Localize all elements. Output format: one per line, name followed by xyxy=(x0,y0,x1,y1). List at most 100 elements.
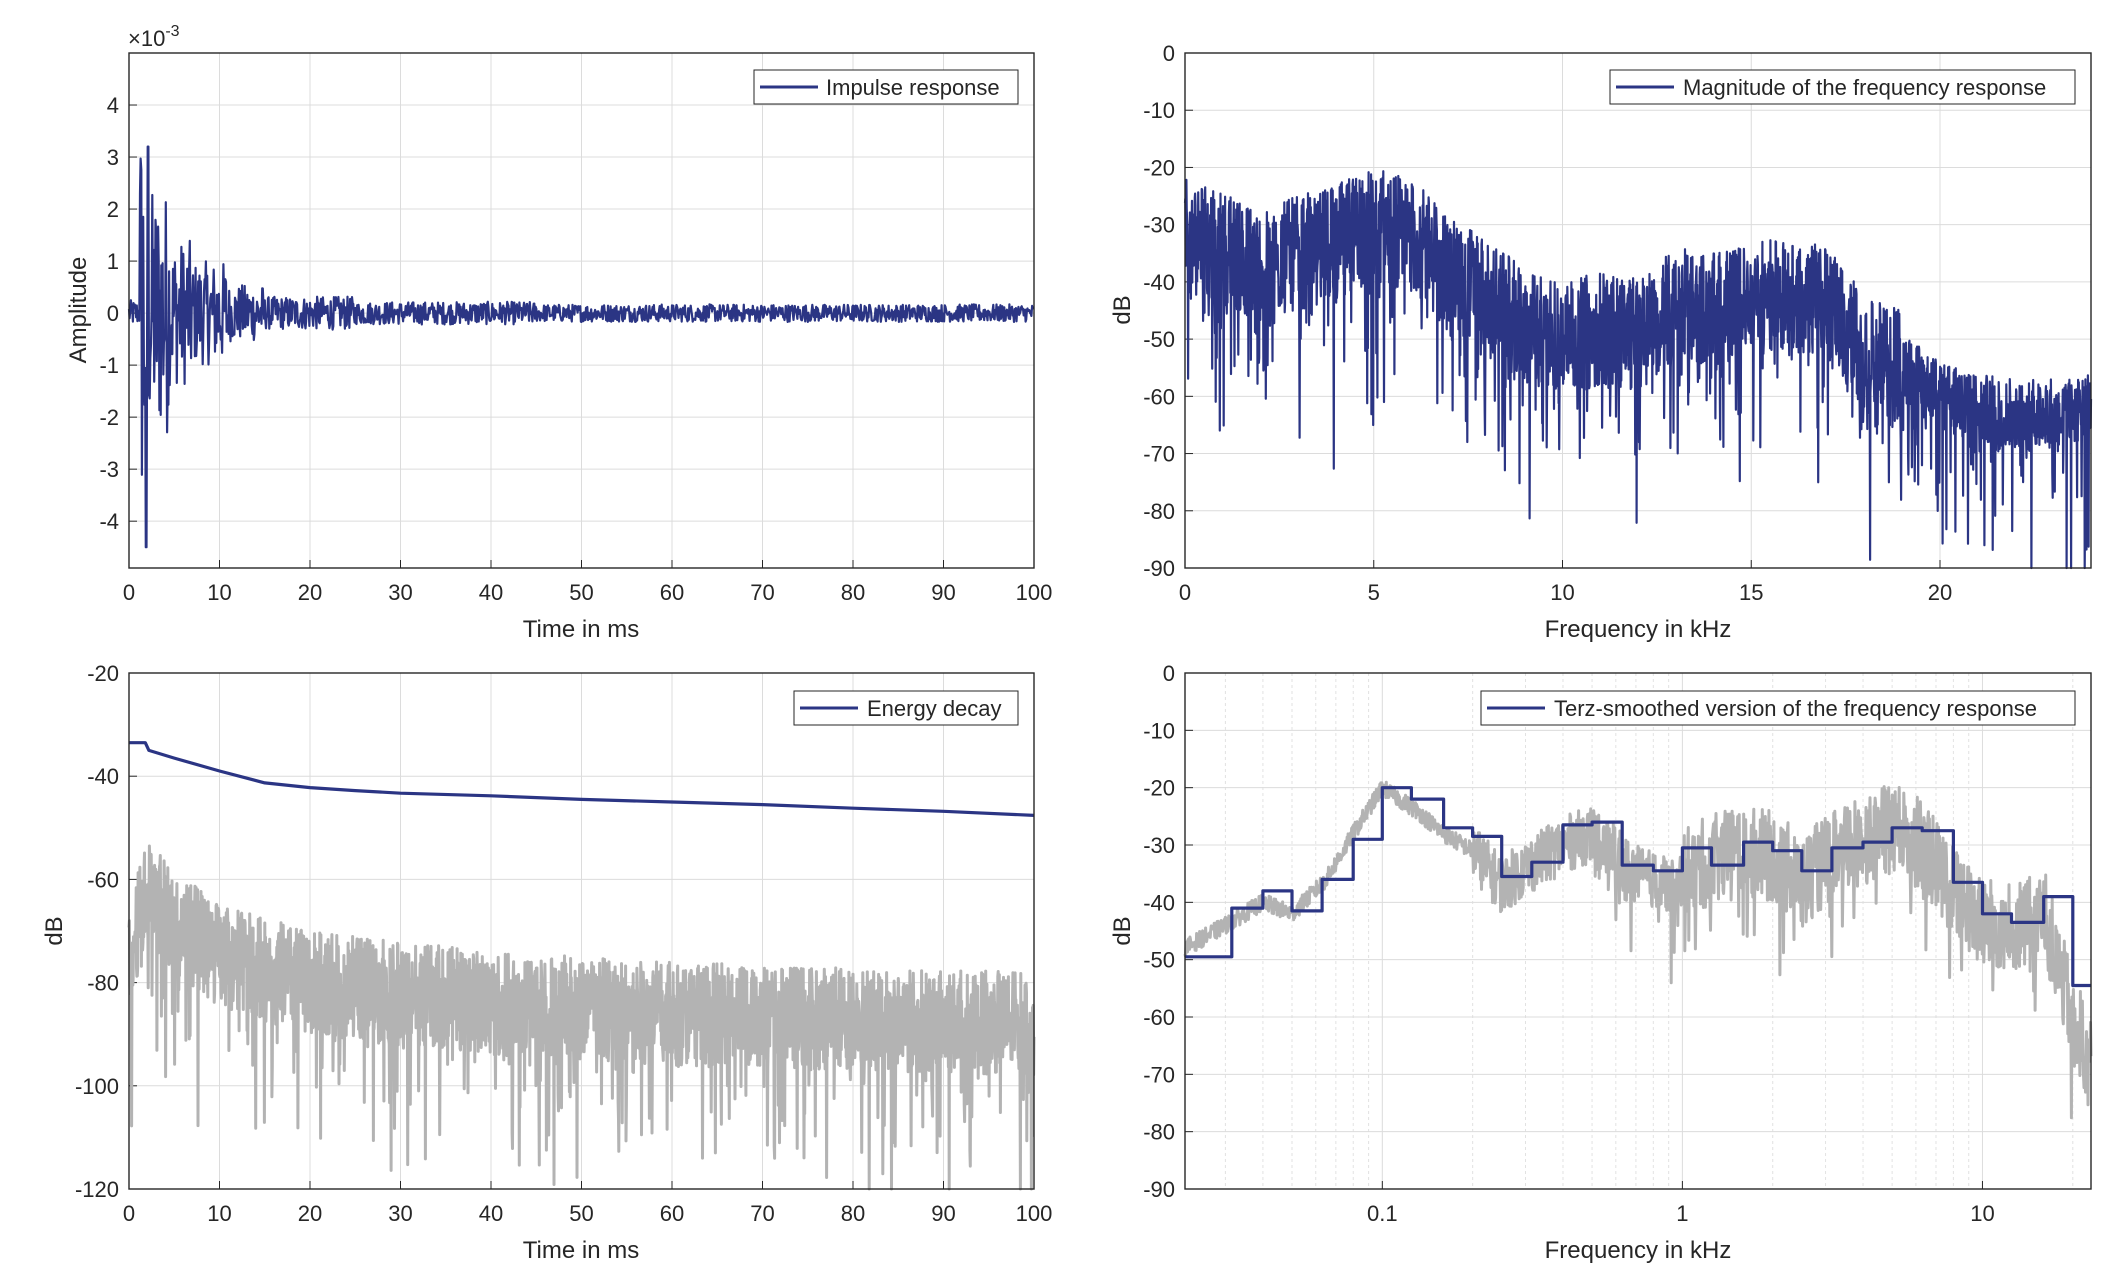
y-tick-label: -40 xyxy=(1143,890,1175,915)
y-tick-label: -50 xyxy=(1143,948,1175,973)
legend: Energy decay xyxy=(793,690,1019,726)
y-tick-label: 4 xyxy=(107,93,119,118)
x-tick-label: 15 xyxy=(1739,580,1763,605)
y-tick-label: -4 xyxy=(99,509,119,534)
y-tick-label: -80 xyxy=(1143,499,1175,524)
legend-label: Impulse response xyxy=(826,75,1000,100)
x-tick-labels: 0 10 20 30 40 50 60 70 80 90 100 xyxy=(123,1201,1052,1226)
x-tick-label: 30 xyxy=(388,1201,412,1226)
x-tick-label: 1 xyxy=(1676,1201,1688,1226)
y-tick-label: -70 xyxy=(1143,1062,1175,1087)
x-tick-label: 0 xyxy=(123,580,135,605)
legend-label: Magnitude of the frequency response xyxy=(1683,75,2046,100)
x-tick-label: 20 xyxy=(298,580,322,605)
legend: Terz-smoothed version of the frequency r… xyxy=(1480,690,2076,726)
x-tick-label: 100 xyxy=(1016,580,1053,605)
magnitude-response-plot: 0 5 10 15 20 0 -10 -20 -30 -40 -50 -60 -70 -80 -90 Fr… xyxy=(1109,41,2093,643)
terz-smoothed-plot: 0.1 1 10 0 -10 -20 -30 -40 -50 -60 -70 -80 -90 Freq… xyxy=(1109,661,2093,1264)
x-tick-labels: 0 5 10 15 20 xyxy=(1179,580,1952,605)
x-tick-label: 90 xyxy=(931,1201,955,1226)
legend: Magnitude of the frequency response xyxy=(1609,69,2076,105)
background-series-line xyxy=(1183,780,2093,1120)
x-tick-label: 60 xyxy=(660,580,684,605)
x-tick-label: 60 xyxy=(660,1201,684,1226)
y-tick-label: -2 xyxy=(99,405,119,430)
x-tick-label: 10 xyxy=(1550,580,1574,605)
y-tick-label: 3 xyxy=(107,145,119,170)
y-axis-label: Amplitude xyxy=(65,257,92,364)
series-layer xyxy=(127,741,1036,1191)
legend-label: Terz-smoothed version of the frequency r… xyxy=(1554,696,2037,721)
x-tick-label: 10 xyxy=(207,1201,231,1226)
axes-frame xyxy=(128,672,1035,1190)
y-tick-label: -40 xyxy=(87,764,119,789)
series-layer xyxy=(127,145,1035,549)
y-tick-label: 2 xyxy=(107,197,119,222)
y-tick-label: -120 xyxy=(75,1177,119,1202)
y-tick-label: 0 xyxy=(1163,661,1175,686)
background-series-line xyxy=(127,844,1036,1191)
y-tick-label: -50 xyxy=(1143,327,1175,352)
energy-decay-plot: 0 10 20 30 40 50 60 70 80 90 100 -20-40-60-80-100-… xyxy=(41,661,1052,1264)
series-line xyxy=(127,145,1035,549)
y-tick-label: -90 xyxy=(1143,556,1175,581)
x-tick-label: 0 xyxy=(1179,580,1191,605)
y-tick-label: -30 xyxy=(1143,213,1175,238)
y-tick-label: 0 xyxy=(1163,41,1175,66)
axes-frame xyxy=(1184,52,2092,569)
x-tick-label: 80 xyxy=(841,1201,865,1226)
y-tick-label: -30 xyxy=(1143,833,1175,858)
y-tick-label: -20 xyxy=(1143,155,1175,180)
x-tick-label: 90 xyxy=(931,580,955,605)
x-tick-label: 100 xyxy=(1016,1201,1053,1226)
y-tick-label: -20 xyxy=(1143,776,1175,801)
impulse-response-plot: 0 10 20 30 40 50 60 70 80 90 100 -4 -3 -2 -1 0 1 2 3 4 ×10… xyxy=(65,23,1052,643)
y-tick-label: -10 xyxy=(1143,98,1175,123)
y-tick-label: -1 xyxy=(99,353,119,378)
x-tick-label: 20 xyxy=(1928,580,1952,605)
x-tick-label: 0.1 xyxy=(1367,1201,1398,1226)
series-line xyxy=(1183,170,2093,570)
series-line xyxy=(1185,786,2091,988)
y-tick-labels: 0 -10 -20 -30 -40 -50 -60 -70 -80 -90 xyxy=(1143,41,1175,581)
y-tick-label: -90 xyxy=(1143,1177,1175,1202)
y-tick-label: -80 xyxy=(1143,1120,1175,1145)
legend-label: Energy decay xyxy=(867,696,1002,721)
grid xyxy=(1185,672,2091,1190)
series-layer xyxy=(1183,170,2093,570)
x-tick-label: 40 xyxy=(479,1201,503,1226)
x-tick-labels: 0 10 20 30 40 50 60 70 80 90 100 xyxy=(123,580,1052,605)
x-tick-label: 10 xyxy=(1970,1201,1994,1226)
y-axis-label: dB xyxy=(1109,916,1136,945)
x-tick-label: 30 xyxy=(388,580,412,605)
axes-frame xyxy=(1184,672,2092,1190)
x-tick-label: 50 xyxy=(569,580,593,605)
x-axis-label: Time in ms xyxy=(523,616,639,643)
legend-box xyxy=(1480,690,2076,726)
x-tick-label: 70 xyxy=(750,580,774,605)
x-tick-labels: 0.1 1 10 xyxy=(1367,1201,1995,1226)
x-tick-label: 50 xyxy=(569,1201,593,1226)
y-tick-labels: -4 -3 -2 -1 0 1 2 3 4 xyxy=(99,93,119,534)
x-axis-label: Frequency in kHz xyxy=(1545,1237,1732,1264)
y-tick-label: 0 xyxy=(107,301,119,326)
y-tick-label: -60 xyxy=(1143,1005,1175,1030)
x-axis-label: Frequency in kHz xyxy=(1545,616,1732,643)
x-tick-label: 40 xyxy=(479,580,503,605)
y-tick-labels: -20 -40 -60 -80 -100 -120 xyxy=(75,661,119,1202)
y-tick-label: -3 xyxy=(99,457,119,482)
x-tick-label: 20 xyxy=(298,1201,322,1226)
y-axis-label: dB xyxy=(1109,295,1136,324)
y-tick-label: -20 xyxy=(87,661,119,686)
x-tick-label: 5 xyxy=(1368,580,1380,605)
x-axis-label: Time in ms xyxy=(523,1237,639,1264)
y-tick-label: -10 xyxy=(1143,718,1175,743)
y-tick-labels: 0 -10 -20 -30 -40 -50 -60 -70 -80 -90 xyxy=(1143,661,1175,1202)
y-tick-label: -60 xyxy=(87,867,119,892)
x-tick-label: 80 xyxy=(841,580,865,605)
y-tick-label: -80 xyxy=(87,971,119,996)
y-tick-label: -60 xyxy=(1143,384,1175,409)
legend: Impulse response xyxy=(753,69,1019,105)
y-tick-label: -40 xyxy=(1143,270,1175,295)
